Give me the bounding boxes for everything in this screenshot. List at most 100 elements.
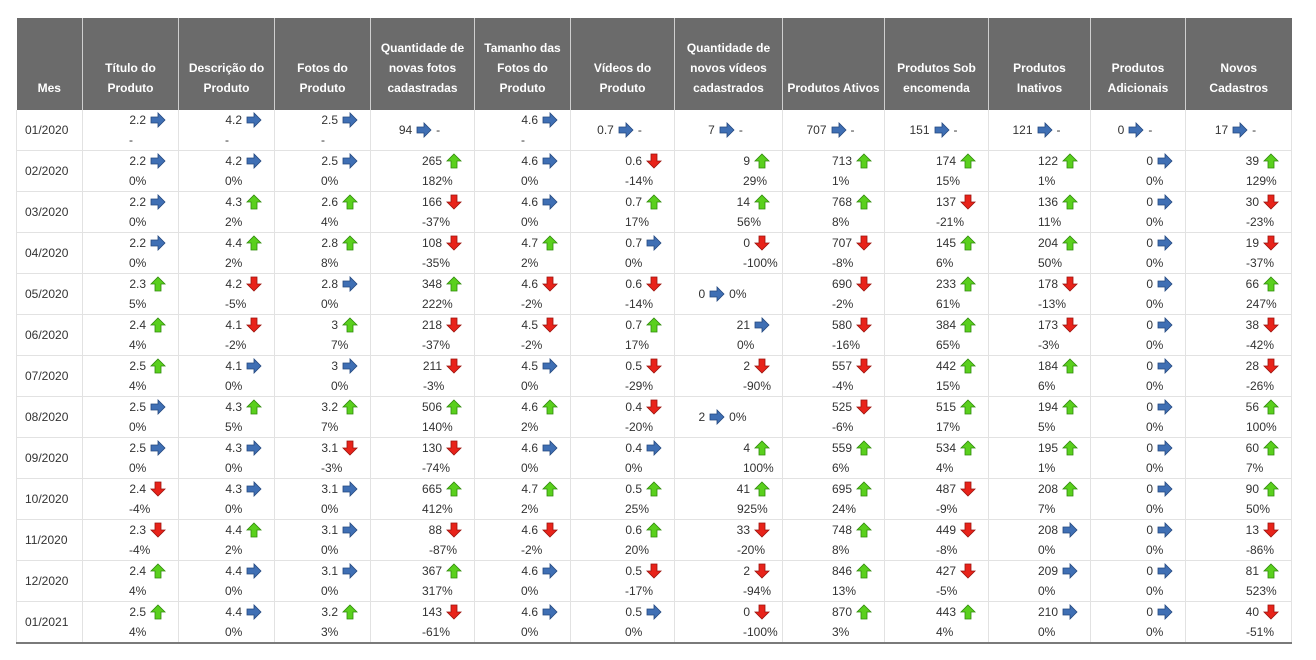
metric-cell: 4.7 2%: [474, 232, 571, 274]
metric-change: 8%: [832, 215, 850, 229]
metric-cell: 4.7 2%: [474, 478, 571, 520]
arrow-right-icon: [1157, 440, 1173, 456]
column-header[interactable]: Vídeos do Produto: [570, 18, 675, 110]
metric-cell: 0 0%: [1090, 355, 1186, 397]
arrow-up-icon: [342, 194, 358, 210]
metric-value: 19: [1245, 236, 1259, 250]
metric-change: -16%: [832, 338, 861, 352]
metric-value: 690: [831, 277, 852, 291]
arrow-up-icon: [856, 481, 872, 497]
column-header[interactable]: Tamanho das Fotos do Produto: [474, 18, 571, 110]
column-header[interactable]: Produtos Adicionais: [1090, 18, 1186, 110]
column-header[interactable]: Produtos Sob encomenda: [884, 18, 989, 110]
metric-cell: 4.2 0%: [178, 150, 275, 192]
metric-value: 870: [831, 605, 852, 619]
metric-change: 6%: [832, 461, 850, 475]
column-header-label: cadastrados: [693, 81, 764, 95]
metric-cell: 846 13%: [782, 560, 885, 602]
column-header[interactable]: Quantidade de novos vídeos cadastrados: [674, 18, 783, 110]
metric-cell: 4.2 -5%: [178, 273, 275, 315]
metric-change: -: [225, 133, 229, 147]
metric-cell: 0.5 -29%: [570, 355, 675, 397]
metric-value: 2: [743, 359, 750, 373]
metric-value: 2.5: [129, 605, 146, 619]
metric-cell: 768 8%: [782, 191, 885, 233]
metric-value: 4.5: [521, 318, 538, 332]
metric-value: 194: [1037, 400, 1058, 414]
metric-value: 136: [1037, 195, 1058, 209]
metric-value: 713: [831, 154, 852, 168]
metric-cell: 19 -37%: [1185, 232, 1292, 274]
metric-change: -14%: [625, 297, 654, 311]
arrow-right-icon: [709, 409, 725, 425]
table-row: 05/2020 2.3 5% 4.2 -5% 2.8 0% 348 222% 4.6 -2% 0.6-…: [16, 273, 1292, 315]
arrow-up-icon: [246, 235, 262, 251]
metric-cell: 194 5%: [988, 396, 1091, 438]
table-body: 01/2020 2.2-4.2-2.5-94-4.6-0.7-7-707-151-…: [16, 110, 1292, 644]
metric-value: 0: [1146, 277, 1153, 291]
metric-value: 195: [1037, 441, 1058, 455]
column-header[interactable]: Novos Cadastros: [1185, 18, 1292, 110]
metric-value: 40: [1245, 605, 1259, 619]
metric-value: 0: [743, 236, 750, 250]
metric-change: -13%: [1038, 297, 1067, 311]
arrow-right-icon: [150, 112, 166, 128]
metric-value: 534: [935, 441, 956, 455]
metric-change: -21%: [936, 215, 965, 229]
metric-change: -74%: [422, 461, 451, 475]
metric-value: 846: [831, 564, 852, 578]
metric-value: 2.2: [129, 113, 146, 127]
arrow-right-icon: [1128, 122, 1144, 138]
metric-cell: 90 50%: [1185, 478, 1292, 520]
metric-change: -94%: [743, 584, 772, 598]
column-header-label: Produtos Ativos: [787, 81, 880, 95]
arrow-down-icon: [542, 317, 558, 333]
metric-change: -8%: [832, 256, 854, 270]
metric-change: -2%: [832, 297, 854, 311]
metric-cell: 4.1 -2%: [178, 314, 275, 356]
metric-change: 0%: [625, 625, 643, 639]
metric-value: 0.7: [625, 236, 642, 250]
arrow-up-icon: [446, 276, 462, 292]
metric-value: 3.1: [321, 482, 338, 496]
metric-change: -: [738, 123, 743, 137]
metric-value: 145: [935, 236, 956, 250]
column-header[interactable]: Produtos Ativos: [782, 18, 885, 110]
metric-value: 208: [1037, 482, 1058, 496]
arrow-up-icon: [342, 235, 358, 251]
arrow-up-icon: [342, 317, 358, 333]
metric-value: 3.2: [321, 400, 338, 414]
table-row: 08/2020 2.5 0% 4.3 5% 3.2 7% 506 140% 4.6 2% 0.4 -20…: [16, 396, 1292, 438]
metric-change: 0%: [521, 584, 539, 598]
column-header[interactable]: Produtos Inativos: [988, 18, 1091, 110]
metric-value: 427: [935, 564, 956, 578]
metric-value: 56: [1245, 400, 1259, 414]
metric-change: 0%: [1038, 543, 1056, 557]
arrow-down-icon: [1263, 522, 1279, 538]
arrow-down-icon: [856, 399, 872, 415]
metric-cell: 4.6 0%: [474, 601, 571, 644]
column-header[interactable]: Quantidade de novas fotos cadastradas: [370, 18, 475, 110]
metric-cell: 690 -2%: [782, 273, 885, 315]
metric-change: 8%: [832, 543, 850, 557]
arrow-right-icon: [342, 522, 358, 538]
metric-cell: 0-: [1090, 110, 1186, 151]
column-header-label: cadastradas: [387, 81, 458, 95]
metric-change: 0%: [331, 379, 349, 393]
metric-change: -51%: [1246, 625, 1275, 639]
column-header[interactable]: Título do Produto: [82, 18, 179, 110]
metric-change: 523%: [1246, 584, 1277, 598]
column-header[interactable]: Descrição do Produto: [178, 18, 275, 110]
metric-value: 2: [698, 410, 706, 424]
arrow-right-icon: [542, 112, 558, 128]
column-header[interactable]: Mes: [16, 18, 83, 110]
metric-cell: 2.5 -: [274, 110, 371, 151]
metric-cell: 3.1 0%: [274, 560, 371, 602]
column-header[interactable]: Fotos do Produto: [274, 18, 371, 110]
metric-change: -: [129, 133, 133, 147]
metric-change: 1%: [832, 174, 850, 188]
metric-cell: 38 -42%: [1185, 314, 1292, 356]
metric-value: 204: [1037, 236, 1058, 250]
metric-value: 4: [743, 441, 750, 455]
metric-cell: 108 -35%: [370, 232, 475, 274]
